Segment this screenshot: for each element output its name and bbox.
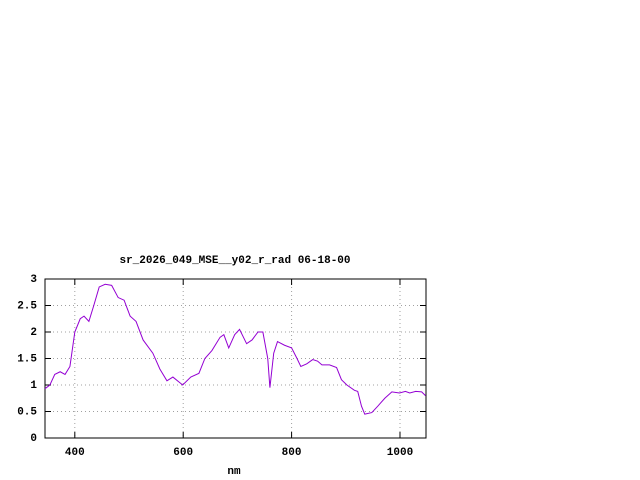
x-tick-label: 400 bbox=[65, 447, 85, 459]
y-tick-label: 2.5 bbox=[17, 300, 37, 312]
x-tick-label: 600 bbox=[173, 447, 193, 459]
y-tick-label: 0 bbox=[30, 433, 37, 445]
y-tick-label: 3 bbox=[30, 274, 37, 286]
x-tick-label: 800 bbox=[282, 447, 302, 459]
y-tick-label: 1.5 bbox=[17, 353, 37, 365]
plot-border bbox=[44, 278, 427, 439]
x-axis-label: nm bbox=[227, 466, 241, 478]
y-tick-label: 2 bbox=[30, 327, 37, 339]
data-line bbox=[44, 283, 426, 415]
chart-title: sr_2026_049_MSE__y02_r_rad 06-18-00 bbox=[119, 255, 350, 267]
y-tick-label: 1 bbox=[30, 380, 37, 392]
x-tick-label: 1000 bbox=[387, 447, 413, 459]
y-tick-label: 0.5 bbox=[17, 406, 37, 418]
